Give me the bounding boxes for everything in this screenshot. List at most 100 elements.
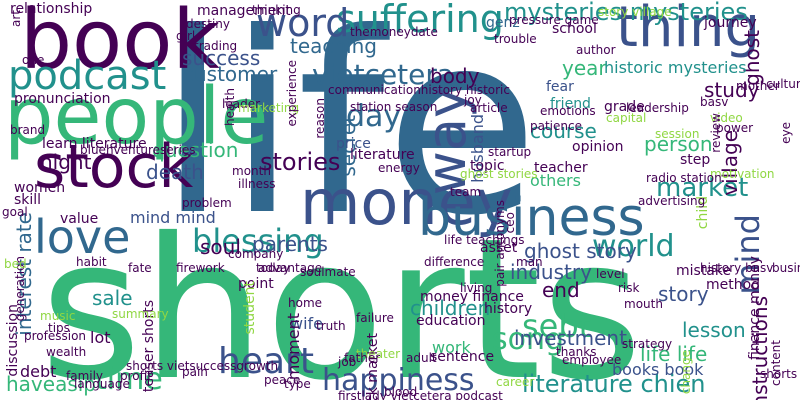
word-firstlady-vietcetera-podcast: firstlady vietcetera podcast (338, 389, 503, 400)
word-capital: capital (606, 111, 647, 125)
word-power: power (716, 121, 754, 135)
word-communicationhistory-historic: communicationhistory historic (328, 83, 510, 97)
word-article: article (470, 101, 508, 115)
word-children: children (410, 296, 491, 320)
word-themoneydate: themoneydate (350, 25, 438, 39)
word-word: word (256, 1, 350, 45)
word-money-finance: money finance (420, 289, 524, 305)
word-culture: culture (766, 77, 800, 91)
word-song: song (492, 322, 565, 357)
word-blood: blood (384, 385, 418, 399)
word-student: student (242, 281, 258, 335)
word-step: step (680, 152, 711, 168)
word-day: day (346, 99, 402, 134)
word-asset: asset (480, 240, 518, 256)
word-opinion: opinion (572, 139, 624, 155)
word-ghost-stories: ghost stories (460, 167, 538, 181)
word-marketing: marketing (238, 101, 300, 115)
word-study: study (704, 78, 760, 102)
word-music: music (40, 309, 76, 323)
word-one: one (22, 53, 45, 67)
word-success: success (182, 46, 261, 70)
word-girl: girl (176, 29, 196, 43)
word-soul: soul (200, 235, 241, 259)
word-mind-mind: mind mind (130, 208, 216, 227)
word-team: team (450, 185, 482, 199)
word-station-season: station season (350, 100, 438, 114)
word-body: body (430, 64, 480, 88)
word-thing: thing (616, 0, 761, 60)
word-language: language (74, 377, 130, 391)
word-joy: joy (464, 93, 482, 107)
word-leader: leader (222, 97, 261, 111)
word-year: year (562, 56, 607, 80)
word-change: change (679, 350, 693, 395)
word-literature: literature (350, 147, 415, 163)
word-adult: adult (406, 351, 437, 365)
word-shorts: shorts (40, 196, 643, 400)
word-life: life (158, 0, 539, 270)
word-career: career (496, 375, 535, 389)
word-strategy: strategy (622, 337, 673, 351)
word-lesson: lesson (682, 318, 746, 342)
word-management: management (197, 3, 291, 19)
word-end: end (542, 278, 580, 302)
word-historic-mysteries: historic mysteries (604, 58, 747, 77)
word-people: people (4, 72, 269, 162)
word-profession: profession (24, 329, 87, 343)
word-leadership: leadership (626, 101, 689, 115)
word-radio-station: radio station (646, 171, 722, 185)
word-startup: startup (488, 145, 532, 159)
word-education: education (416, 313, 486, 329)
word-risk: risk (618, 281, 640, 295)
word-vietcetera: vietcetera (312, 58, 455, 91)
word-women: women (14, 180, 66, 196)
word-customer: customer (183, 62, 278, 86)
word-failure: failure (356, 311, 394, 325)
word-basv: basv (700, 95, 729, 109)
word-history: history (484, 301, 533, 317)
word-content: content (769, 340, 783, 386)
word-experience: experience (285, 60, 299, 127)
word-employee: employee (562, 353, 622, 367)
word-mouth: mouth (624, 297, 663, 311)
word-books-book: books book (612, 360, 704, 379)
word-motivation: motivation (710, 167, 775, 181)
word-blessing: blessing (192, 222, 324, 260)
word-question: question (152, 138, 239, 162)
word-tips: tips (48, 321, 70, 335)
word-history-basv: history basv (700, 261, 774, 275)
word-business: business (418, 188, 645, 248)
word-stock: stock (34, 132, 194, 202)
word-thinking: thinking (252, 3, 301, 17)
word-brand: brand (10, 123, 46, 137)
word-market: market (656, 173, 749, 203)
word-goal: goal (2, 205, 28, 219)
word-peace: peace (264, 373, 301, 387)
word-topic: topic (470, 158, 505, 174)
word-review: review (709, 113, 723, 153)
word-wealth: wealth (46, 345, 87, 359)
word-podcast: podcast (8, 53, 167, 99)
word-destiny: destiny (186, 17, 230, 31)
word-level: level (596, 267, 625, 281)
word-company: company (228, 247, 284, 261)
word-sale: sale (92, 286, 133, 310)
word-pain: pain (182, 365, 208, 379)
word-advantage: advantage (258, 261, 323, 275)
word-firework: firework (176, 261, 225, 275)
word-journey: journey (704, 15, 757, 31)
word-mysteries-mysteries: mysteries mysteries (504, 0, 748, 26)
word-job: job (338, 355, 357, 369)
word-today: today (256, 261, 291, 275)
word-art: art (9, 10, 23, 27)
word-illness: illness (238, 177, 276, 191)
word-mistake: mistake (676, 263, 732, 279)
word-eye: eye (779, 122, 793, 144)
word-friend: friend (550, 96, 591, 112)
word-grade: grade (604, 99, 645, 115)
word-death: death (146, 160, 204, 184)
word-relationship: relationship (10, 1, 93, 17)
word-investment: investment (514, 326, 627, 350)
word-parents: parents (252, 232, 328, 256)
